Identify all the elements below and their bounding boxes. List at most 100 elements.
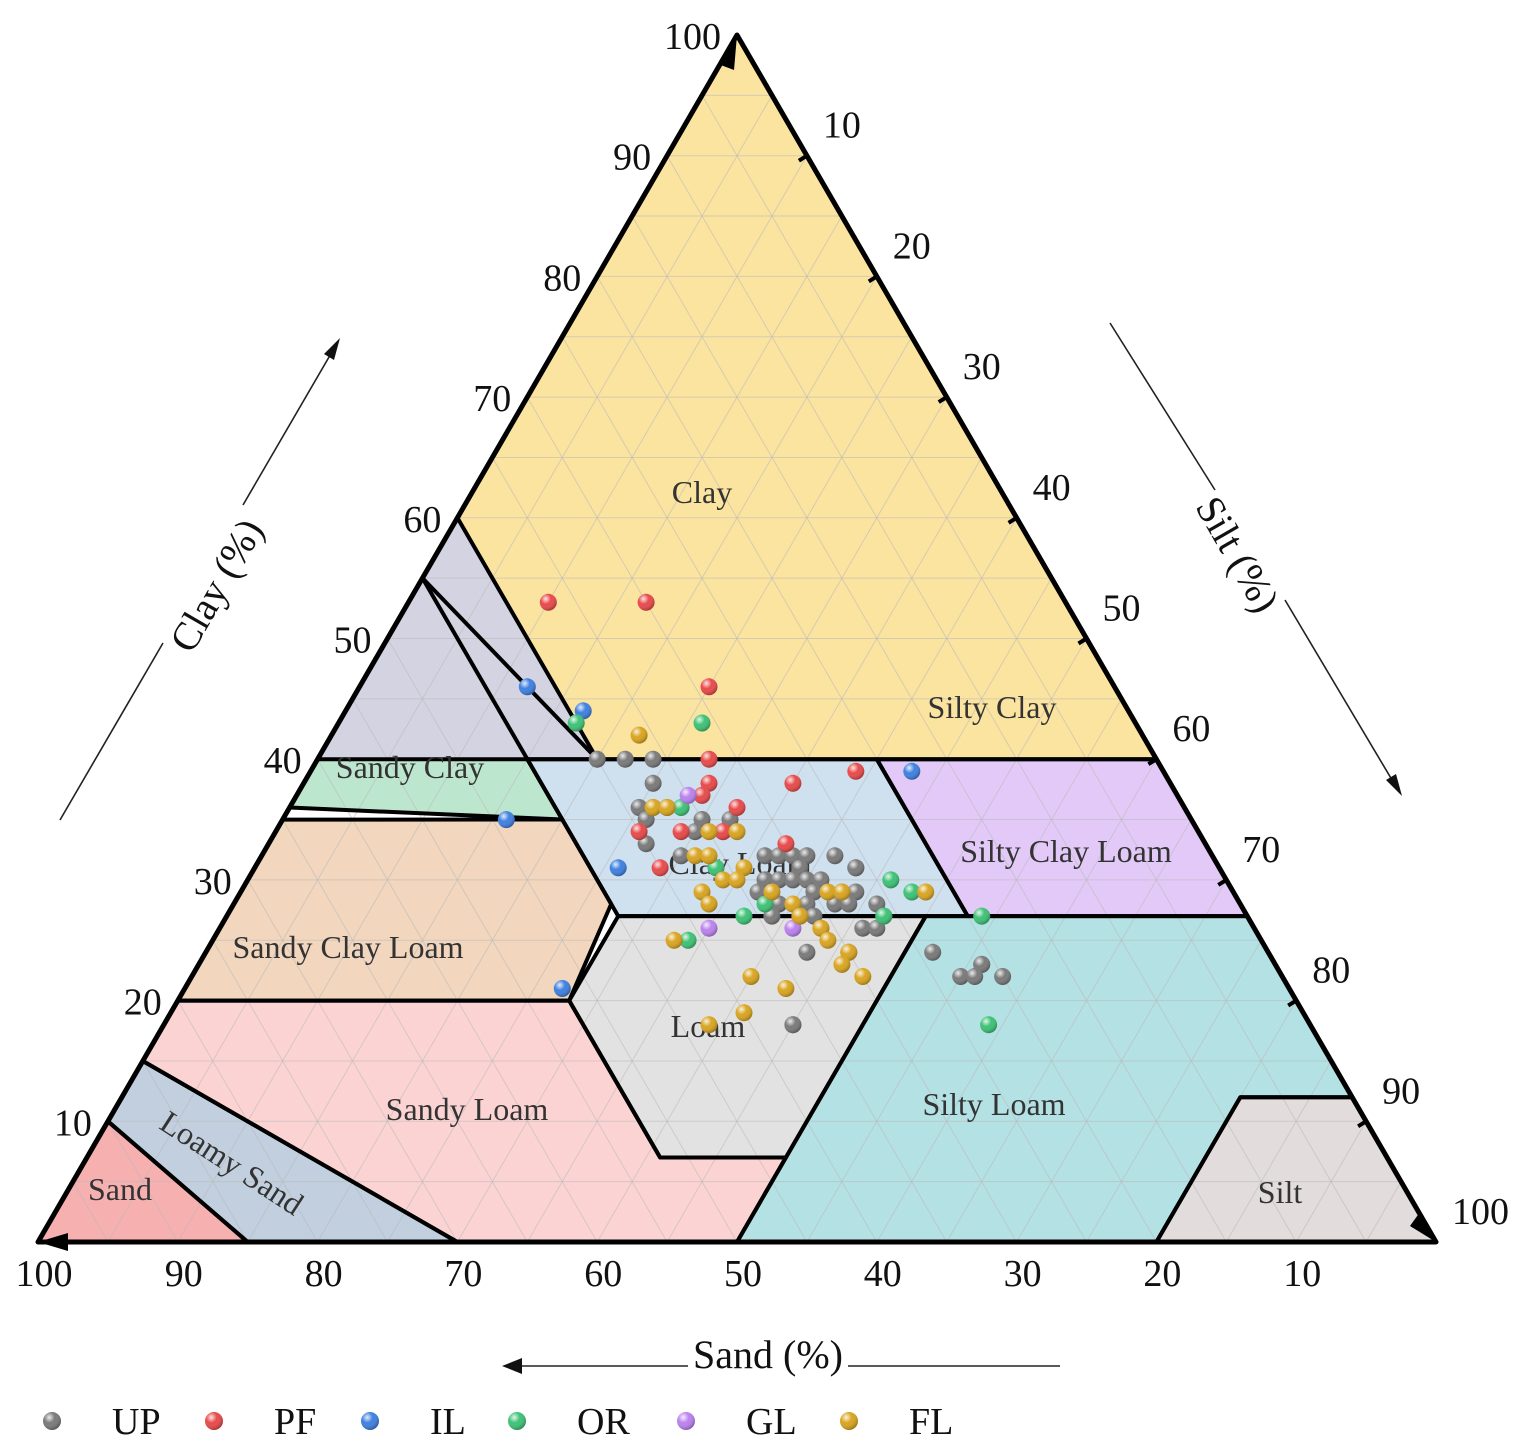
silt-tick-label: 60 xyxy=(1172,708,1210,750)
silt-axis-arrow xyxy=(1109,322,1402,796)
data-point-shade xyxy=(567,714,585,732)
legend-marker-shade xyxy=(43,1412,61,1430)
silt-tick xyxy=(797,154,808,163)
grid-line xyxy=(352,698,668,1243)
data-point-shade xyxy=(784,871,802,889)
clay-tick-label: 70 xyxy=(473,378,511,420)
grid-line xyxy=(107,1121,179,1243)
data-point-shade xyxy=(728,871,746,889)
legend-label: UP xyxy=(112,1401,161,1443)
grid-line xyxy=(247,879,458,1243)
data-point-shade xyxy=(924,943,942,961)
grid-line xyxy=(631,215,1227,1243)
sand-axis-title: Sand (%) xyxy=(693,1332,843,1377)
data-point-shade xyxy=(700,895,718,913)
data-point-shade xyxy=(728,823,746,841)
region-label-sand: Sand xyxy=(88,1171,152,1207)
silt-tick-label: 90 xyxy=(1382,1070,1420,1112)
data-point-shade xyxy=(497,811,515,829)
sand-tick-label: 20 xyxy=(1143,1253,1181,1295)
silt-tick xyxy=(1147,757,1158,766)
data-point-shade xyxy=(819,931,837,949)
legend-label: PF xyxy=(274,1401,316,1443)
data-point-shade xyxy=(609,859,627,877)
legend-item-pf: PF xyxy=(205,1401,316,1443)
legend-marker-shade xyxy=(508,1412,526,1430)
silt-tick xyxy=(1217,878,1228,887)
grid-line xyxy=(1225,1060,1332,1243)
sand-tick-label: 30 xyxy=(1004,1253,1042,1295)
data-point-shade xyxy=(973,907,991,925)
grid-line xyxy=(1295,1121,1367,1243)
region-clay-loam xyxy=(527,759,968,917)
data-point-shade xyxy=(679,931,697,949)
data-point-shade xyxy=(847,762,865,780)
data-point-shade xyxy=(777,980,795,997)
silt-tick-label: 30 xyxy=(963,346,1001,388)
data-point-shade xyxy=(644,799,662,816)
clay-tick-label: 50 xyxy=(334,620,372,662)
legend-marker-shade xyxy=(205,1412,223,1430)
data-point-shade xyxy=(700,919,718,937)
sand-tick-label: 40 xyxy=(864,1253,902,1295)
silt-tick xyxy=(1357,1119,1368,1128)
data-point-shade xyxy=(658,799,676,816)
data-point-shade xyxy=(644,750,662,768)
legend-label: IL xyxy=(430,1401,466,1443)
silt-tick xyxy=(1007,516,1018,525)
data-point-shade xyxy=(630,726,648,744)
data-point-shade xyxy=(763,883,781,901)
clay-tick-label: 60 xyxy=(403,499,441,541)
silt-tick-label: 50 xyxy=(1103,588,1141,630)
clay-tick-label: 30 xyxy=(194,861,232,903)
grid-line xyxy=(946,819,1192,1243)
grid-line xyxy=(1016,879,1227,1243)
sand-apex-arrow xyxy=(38,1233,68,1251)
grid-line xyxy=(876,758,1157,1243)
sand-tick-label: 60 xyxy=(584,1253,622,1295)
data-points xyxy=(497,593,1012,1034)
data-point-shade xyxy=(854,968,872,985)
series-pf xyxy=(539,593,865,877)
region-label-sandy-clay: Sandy Clay xyxy=(336,749,484,785)
grid-line xyxy=(142,1060,249,1243)
data-point-shade xyxy=(637,593,655,611)
data-point-shade xyxy=(819,883,837,901)
legend-item-il: IL xyxy=(361,1401,466,1443)
data-point-shade xyxy=(882,871,900,889)
legend-marker-shade xyxy=(361,1412,379,1430)
grid-line xyxy=(491,457,948,1243)
data-point-shade xyxy=(903,883,921,901)
sand-tick-label: 50 xyxy=(724,1253,762,1295)
data-point-shade xyxy=(854,919,872,937)
data-point-shade xyxy=(679,786,697,804)
data-point-shade xyxy=(777,835,795,853)
data-point-shade xyxy=(917,883,935,901)
region-sandy-clay-loam xyxy=(177,819,612,1001)
data-point-shade xyxy=(539,593,557,611)
data-point-shade xyxy=(665,931,683,949)
legend-label: GL xyxy=(746,1401,797,1443)
grid-line xyxy=(282,819,528,1243)
clay-tick-label: 100 xyxy=(664,16,721,58)
grid-line xyxy=(107,95,773,1243)
clay-axis-arrow xyxy=(59,338,340,821)
clay-tick-label: 80 xyxy=(543,257,581,299)
region-loam xyxy=(569,916,926,1158)
clay-tick-label: 10 xyxy=(54,1102,92,1144)
legend-marker-shade xyxy=(677,1412,695,1430)
data-point-shade xyxy=(826,847,844,865)
legend-item-gl: GL xyxy=(677,1401,797,1443)
data-point-shade xyxy=(798,943,816,961)
legend-item-or: OR xyxy=(508,1401,630,1443)
silt-tick-label: 70 xyxy=(1242,829,1280,871)
data-point-shade xyxy=(693,786,711,804)
data-point-shade xyxy=(833,955,851,973)
data-point-shade xyxy=(672,823,690,841)
ticks: 10 20 30 40 50 60 70 80 90 100 10 20 30 40 50 60 70 80 90 1… xyxy=(16,16,1510,1295)
grid-line xyxy=(701,95,1367,1243)
data-point-shade xyxy=(833,883,851,901)
clay-axis-title: Clay (%) xyxy=(160,511,272,660)
legend-item-fl: FL xyxy=(840,1401,953,1443)
